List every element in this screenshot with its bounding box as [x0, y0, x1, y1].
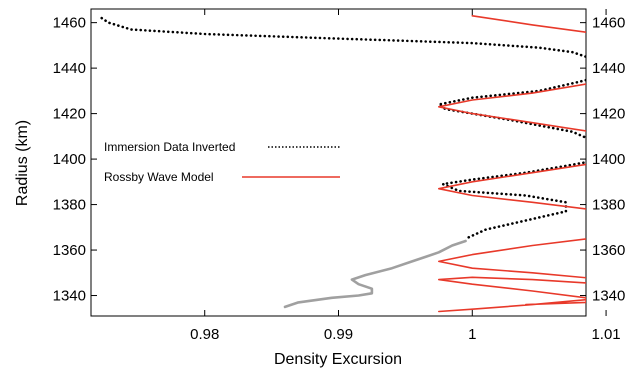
- y-tick-label-left: 1420: [53, 106, 86, 123]
- axis-ticks: [91, 9, 607, 316]
- y-tick-label-right: 1440: [592, 60, 625, 77]
- x-tick-labels: 0.98 0.99 1 1.01: [190, 326, 621, 343]
- y-tick-labels-left: 1340 1360 1380 1400 1420 1440 1460: [53, 15, 86, 305]
- y-tick-label-left: 1440: [53, 60, 86, 77]
- y-tick-label-left: 1400: [53, 151, 86, 168]
- y-tick-label-right: 1340: [592, 288, 625, 305]
- series-immersion-data: [100, 16, 586, 240]
- y-tick-labels-right: 1340 1360 1380 1400 1420 1440 1460: [592, 15, 625, 305]
- y-tick-label-right: 1380: [592, 197, 625, 214]
- y-tick-label-left: 1380: [53, 197, 86, 214]
- y-axis-title: Radius (km): [14, 120, 31, 206]
- x-tick-label: 0.98: [190, 326, 219, 343]
- series-rossby-model: [437, 15, 586, 313]
- x-axis-title: Density Excursion: [274, 351, 402, 368]
- x-tick-label: 1.01: [591, 326, 620, 343]
- y-tick-label-left: 1340: [53, 288, 86, 305]
- x-tick-label: 0.99: [324, 326, 353, 343]
- y-tick-label-right: 1360: [592, 242, 625, 259]
- y-tick-label-left: 1360: [53, 242, 86, 259]
- x-tick-label: 1: [468, 326, 476, 343]
- legend: Immersion Data Inverted Rossby Wave Mode…: [104, 140, 340, 184]
- series-layer: [100, 15, 586, 313]
- legend-label-immersion: Immersion Data Inverted: [104, 140, 235, 154]
- y-tick-label-right: 1400: [592, 151, 625, 168]
- y-tick-label-right: 1460: [592, 15, 625, 32]
- legend-label-rossby: Rossby Wave Model: [104, 170, 214, 184]
- series-immersion-gray: [283, 239, 467, 309]
- y-tick-label-right: 1420: [592, 106, 625, 123]
- plot-frame: [90, 8, 587, 317]
- y-tick-label-left: 1460: [53, 15, 86, 32]
